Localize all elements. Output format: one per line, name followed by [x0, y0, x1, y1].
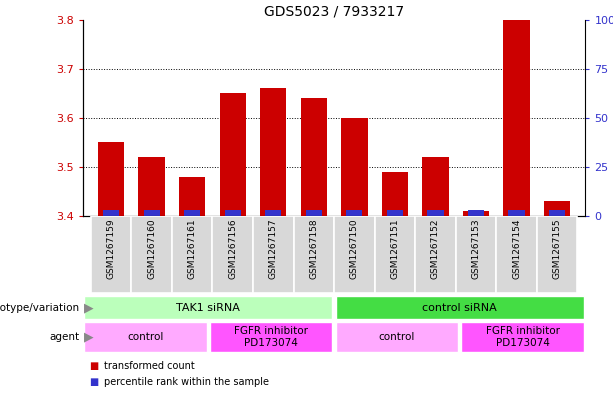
- Bar: [544, 201, 570, 216]
- Text: GSM1267157: GSM1267157: [268, 219, 278, 279]
- Bar: [103, 210, 120, 216]
- Bar: [375, 216, 415, 293]
- Text: percentile rank within the sample: percentile rank within the sample: [104, 377, 269, 387]
- Bar: [306, 210, 322, 216]
- Bar: [139, 157, 165, 216]
- Text: transformed count: transformed count: [104, 361, 195, 371]
- Text: genotype/variation: genotype/variation: [0, 303, 80, 312]
- Bar: [336, 321, 458, 353]
- Bar: [508, 210, 525, 216]
- Bar: [300, 98, 327, 216]
- Text: TAK1 siRNA: TAK1 siRNA: [177, 303, 240, 312]
- Bar: [213, 216, 253, 293]
- Bar: [427, 210, 444, 216]
- Bar: [143, 210, 160, 216]
- Text: GSM1267151: GSM1267151: [390, 219, 400, 279]
- Text: GSM1267159: GSM1267159: [107, 219, 116, 279]
- Bar: [131, 216, 172, 293]
- Bar: [415, 216, 455, 293]
- Bar: [179, 177, 205, 216]
- Bar: [265, 210, 281, 216]
- Bar: [210, 321, 332, 353]
- Bar: [184, 210, 200, 216]
- Bar: [260, 88, 286, 216]
- Text: GSM1267158: GSM1267158: [310, 219, 318, 279]
- Text: control: control: [379, 332, 415, 342]
- Bar: [503, 20, 530, 216]
- Bar: [334, 216, 375, 293]
- Text: GSM1267153: GSM1267153: [471, 219, 481, 279]
- Bar: [549, 210, 565, 216]
- Bar: [336, 296, 584, 319]
- Bar: [462, 321, 584, 353]
- Bar: [463, 211, 489, 216]
- Bar: [219, 94, 246, 216]
- Bar: [455, 216, 497, 293]
- Bar: [497, 216, 537, 293]
- Text: ■: ■: [89, 377, 98, 387]
- Bar: [537, 216, 577, 293]
- Text: ▶: ▶: [84, 301, 94, 314]
- Text: agent: agent: [50, 332, 80, 342]
- Bar: [294, 216, 334, 293]
- Bar: [468, 210, 484, 216]
- Bar: [224, 210, 241, 216]
- Text: GSM1267150: GSM1267150: [350, 219, 359, 279]
- Text: FGFR inhibitor
PD173074: FGFR inhibitor PD173074: [485, 326, 560, 348]
- Bar: [172, 216, 213, 293]
- Bar: [382, 172, 408, 216]
- Text: GSM1267155: GSM1267155: [552, 219, 562, 279]
- Text: GSM1267152: GSM1267152: [431, 219, 440, 279]
- Bar: [98, 143, 124, 216]
- Bar: [422, 157, 449, 216]
- Text: control: control: [128, 332, 164, 342]
- Title: GDS5023 / 7933217: GDS5023 / 7933217: [264, 4, 404, 18]
- Bar: [387, 210, 403, 216]
- Text: GSM1267160: GSM1267160: [147, 219, 156, 279]
- Bar: [346, 210, 362, 216]
- Bar: [85, 296, 332, 319]
- Text: ■: ■: [89, 361, 98, 371]
- Text: ▶: ▶: [84, 331, 94, 343]
- Text: GSM1267154: GSM1267154: [512, 219, 521, 279]
- Text: GSM1267161: GSM1267161: [188, 219, 197, 279]
- Text: FGFR inhibitor
PD173074: FGFR inhibitor PD173074: [234, 326, 308, 348]
- Text: GSM1267156: GSM1267156: [228, 219, 237, 279]
- Bar: [91, 216, 131, 293]
- Bar: [85, 321, 207, 353]
- Text: control siRNA: control siRNA: [422, 303, 497, 312]
- Bar: [341, 118, 368, 216]
- Bar: [253, 216, 294, 293]
